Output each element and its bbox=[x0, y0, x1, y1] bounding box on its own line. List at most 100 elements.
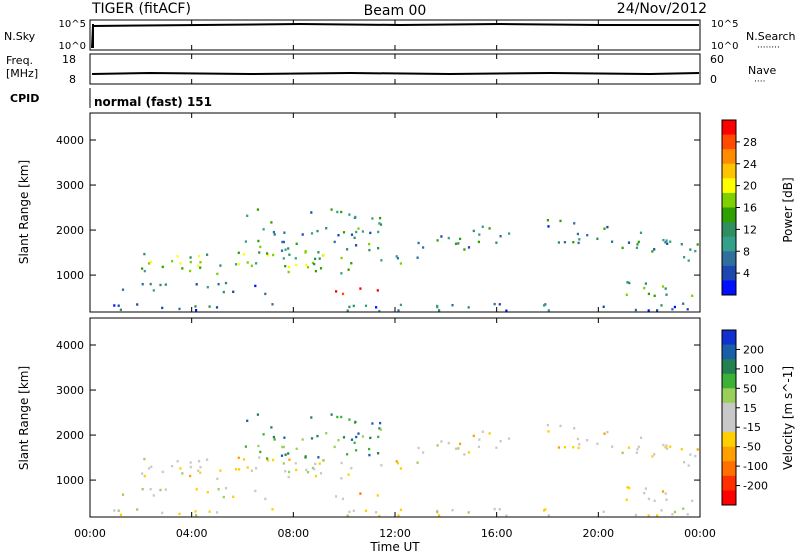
scatter-cell bbox=[148, 467, 151, 470]
scatter-cell bbox=[578, 238, 581, 241]
scatter-cell bbox=[178, 512, 181, 516]
noise-left-tick-bottom: 10^0 bbox=[59, 41, 86, 52]
colorbar-swatch bbox=[722, 490, 736, 506]
colorbar-swatch bbox=[722, 359, 736, 375]
colorbar-swatch bbox=[722, 330, 736, 345]
freq-right-tick-top: 60 bbox=[710, 53, 724, 66]
scatter-cell bbox=[547, 225, 550, 228]
scatter-cell bbox=[499, 440, 502, 443]
noise-left-label: N.Sky bbox=[4, 30, 36, 43]
scatter-cell bbox=[208, 510, 211, 513]
scatter-cell bbox=[273, 438, 276, 441]
scatter-cell bbox=[113, 304, 116, 307]
scatter-cell bbox=[197, 469, 200, 472]
scatter-cell bbox=[313, 262, 316, 266]
colorbar-tick-label: -15 bbox=[743, 421, 761, 434]
scatter-cell bbox=[378, 309, 381, 313]
scatter-cell bbox=[454, 447, 458, 450]
scatter-cell bbox=[546, 424, 549, 427]
scatter-cell bbox=[257, 239, 260, 243]
scatter-cell bbox=[637, 240, 640, 244]
scatter-cell bbox=[216, 477, 219, 481]
scatter-cell bbox=[141, 488, 144, 491]
scatter-cell bbox=[288, 458, 291, 461]
scatter-cell bbox=[368, 248, 371, 252]
scatter-cell bbox=[244, 445, 247, 448]
scatter-cell bbox=[559, 424, 562, 428]
scatter-cell bbox=[647, 309, 650, 312]
scatter-cell bbox=[499, 235, 502, 238]
scatter-cell bbox=[295, 263, 298, 267]
scatter-cell bbox=[314, 257, 317, 261]
scatter-cell bbox=[557, 241, 560, 244]
velocity-ylabel: Slant Range [km] bbox=[17, 366, 31, 470]
scatter-cell bbox=[547, 514, 550, 517]
scatter-cell bbox=[244, 240, 247, 243]
colorbar-swatch bbox=[722, 432, 736, 448]
scatter-cell bbox=[219, 469, 222, 472]
scatter-cell bbox=[305, 263, 308, 267]
date-label: 24/Nov/2012 bbox=[617, 1, 707, 17]
scatter-cell bbox=[696, 448, 699, 451]
scatter-cell bbox=[259, 450, 262, 454]
scatter-cell bbox=[272, 458, 275, 462]
scatter-cell bbox=[287, 452, 290, 455]
scatter-cell bbox=[335, 290, 338, 293]
scatter-cell bbox=[653, 248, 656, 251]
scatter-cell bbox=[256, 208, 259, 211]
scatter-cell bbox=[217, 283, 220, 286]
scatter-cell bbox=[416, 461, 419, 464]
scatter-cell bbox=[440, 440, 443, 443]
scatter-cell bbox=[543, 509, 546, 512]
scatter-cell bbox=[284, 248, 287, 251]
scatter-cell bbox=[322, 254, 325, 257]
colorbar-tick-label: -50 bbox=[743, 441, 761, 454]
scatter-cell bbox=[635, 246, 638, 249]
scatter-cell bbox=[364, 304, 368, 307]
colorbar-swatch bbox=[722, 251, 736, 267]
scatter-cell bbox=[199, 471, 202, 474]
scatter-cell bbox=[357, 432, 360, 435]
scatter-cell bbox=[325, 432, 328, 435]
scatter-cell bbox=[689, 453, 692, 456]
scatter-cell bbox=[664, 492, 667, 495]
scatter-cell bbox=[348, 305, 351, 309]
scatter-cell bbox=[447, 441, 450, 445]
scatter-cell bbox=[459, 237, 462, 241]
range-axis-ticks: 4000 4000 3000 3000 2000 2000 1000 1000 bbox=[56, 134, 700, 487]
power-panel bbox=[89, 112, 701, 313]
scatter-cell bbox=[189, 465, 192, 469]
time-tick-label: 12:00 bbox=[379, 527, 411, 540]
scatter-cell bbox=[669, 240, 672, 243]
scatter-cell bbox=[255, 467, 258, 470]
colorbar-tick-label: 8 bbox=[743, 245, 750, 258]
colorbar-swatch bbox=[722, 265, 736, 281]
scatter-cell bbox=[250, 469, 253, 472]
scatter-cell bbox=[602, 510, 605, 513]
scatter-cell bbox=[625, 498, 628, 501]
scatter-cell bbox=[686, 513, 689, 516]
colorbar-swatch bbox=[722, 163, 736, 179]
scatter-cell bbox=[498, 303, 501, 306]
scatter-cell bbox=[378, 514, 381, 518]
velocity-panel-frame bbox=[89, 317, 701, 518]
freq-label-line1: Freq. bbox=[6, 54, 33, 67]
scatter-cell bbox=[195, 488, 198, 491]
scatter-cell bbox=[643, 491, 646, 495]
scatter-cell bbox=[477, 445, 480, 449]
scatter-cell bbox=[559, 219, 562, 223]
scatter-cell bbox=[199, 466, 202, 469]
scatter-cell bbox=[656, 514, 659, 517]
scatter-cell bbox=[318, 257, 321, 260]
scatter-cell bbox=[222, 290, 225, 294]
scatter-cell bbox=[189, 474, 192, 478]
scatter-cell bbox=[637, 445, 640, 449]
radar-title: TIGER (fitACF) bbox=[91, 1, 191, 17]
scatter-cell bbox=[422, 451, 425, 454]
scatter-cell bbox=[141, 472, 144, 475]
scatter-cell bbox=[161, 306, 164, 310]
scatter-cell bbox=[266, 254, 270, 257]
colorbar-swatch bbox=[722, 236, 736, 252]
scatter-cell bbox=[161, 511, 164, 515]
scatter-cell bbox=[673, 305, 676, 309]
